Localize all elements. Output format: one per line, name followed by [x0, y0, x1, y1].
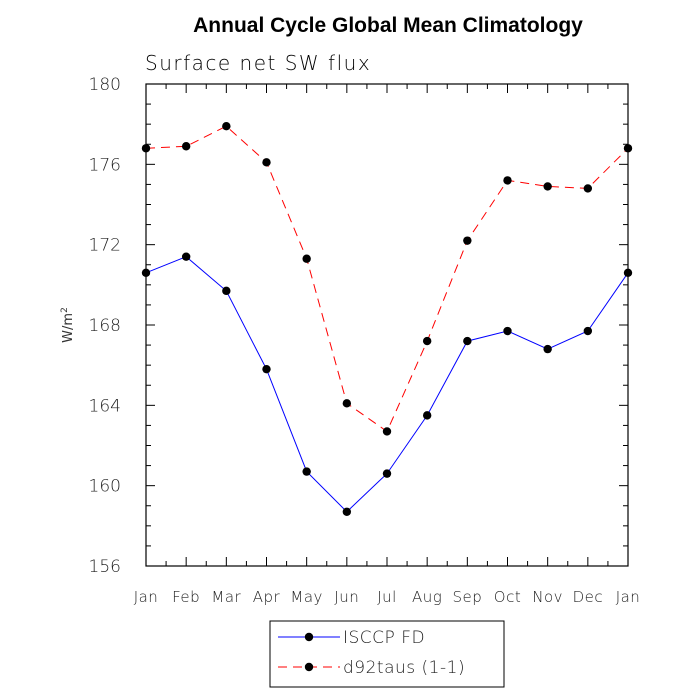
series-0-point	[262, 364, 271, 374]
series-0-point	[181, 252, 191, 261]
series-0-point	[583, 326, 593, 336]
chart-subtitle: Surface net SW flux	[145, 51, 371, 75]
legend-label-d92taus: d92taus (1-1)	[343, 658, 465, 678]
legend: ISCCP FD d92taus (1-1)	[269, 620, 505, 688]
series-0-point	[222, 286, 231, 296]
series-1-point	[422, 336, 432, 346]
x-tick-label: May	[290, 588, 323, 606]
plot-frame	[145, 83, 629, 567]
series-1-point	[222, 121, 231, 131]
x-tick-label: Jan	[616, 588, 641, 606]
y-tick-label: 164	[89, 396, 121, 416]
legend-marker-isccp	[304, 632, 314, 642]
legend-marker-d92taus	[304, 662, 314, 672]
x-tick-label: Jun	[334, 588, 359, 606]
y-axis-label: W/m2	[60, 307, 76, 343]
series-0-point	[503, 326, 512, 336]
series-1-point	[623, 144, 633, 153]
series-1-point	[583, 184, 593, 193]
series-1-point	[181, 142, 191, 151]
series-1-point	[262, 158, 271, 167]
y-tick-label: 172	[89, 236, 121, 256]
x-tick-label: Jul	[377, 588, 397, 606]
x-tick-label: Jan	[134, 588, 159, 606]
y-axis-label-superscript: 2	[60, 307, 70, 313]
y-tick-label: 160	[89, 477, 121, 497]
x-tick-label: Apr	[253, 588, 281, 606]
y-tick-label: 180	[89, 75, 121, 95]
y-tick-label: 176	[89, 155, 121, 175]
chart-title: Annual Cycle Global Mean Climatology	[193, 14, 583, 37]
series-0-point	[422, 411, 432, 420]
y-tick-label: 156	[89, 557, 121, 577]
svg-text:W/m2: W/m2	[60, 307, 76, 343]
legend-label-isccp: ISCCP FD	[343, 628, 425, 648]
series-1-point	[463, 236, 472, 245]
x-tick-label: Feb	[172, 588, 200, 606]
series-layer	[141, 121, 633, 516]
series-0-point	[141, 268, 151, 277]
y-axis-label-text: W/m	[61, 313, 76, 343]
series-0-point	[543, 344, 552, 354]
x-tick-label: Oct	[494, 588, 521, 606]
y-ticks: 156 160 164 168 172 176 180	[89, 75, 628, 577]
x-tick-label: Nov	[532, 588, 563, 606]
series-0-point	[342, 507, 352, 516]
series-1-point	[382, 427, 392, 436]
x-tick-label: Sep	[452, 588, 482, 606]
legend-box	[269, 620, 505, 688]
x-tick-label: Aug	[412, 588, 442, 606]
series-1-point	[503, 176, 512, 185]
series-line-1	[145, 125, 629, 433]
series-1-point	[543, 182, 552, 191]
x-ticks: Jan Feb Mar Apr May Jun Jul Aug Sep Oct Nov Dec Jan	[134, 84, 641, 606]
y-tick-label: 168	[89, 316, 121, 336]
series-0-point	[302, 467, 311, 476]
x-tick-label: Dec	[573, 588, 604, 606]
series-0-point	[382, 469, 392, 478]
series-1-point	[302, 254, 311, 263]
series-1-point	[141, 144, 151, 153]
series-0-point	[463, 336, 472, 346]
x-tick-label: Mar	[211, 588, 241, 606]
series-0-point	[623, 268, 633, 277]
series-1-point	[342, 399, 352, 408]
